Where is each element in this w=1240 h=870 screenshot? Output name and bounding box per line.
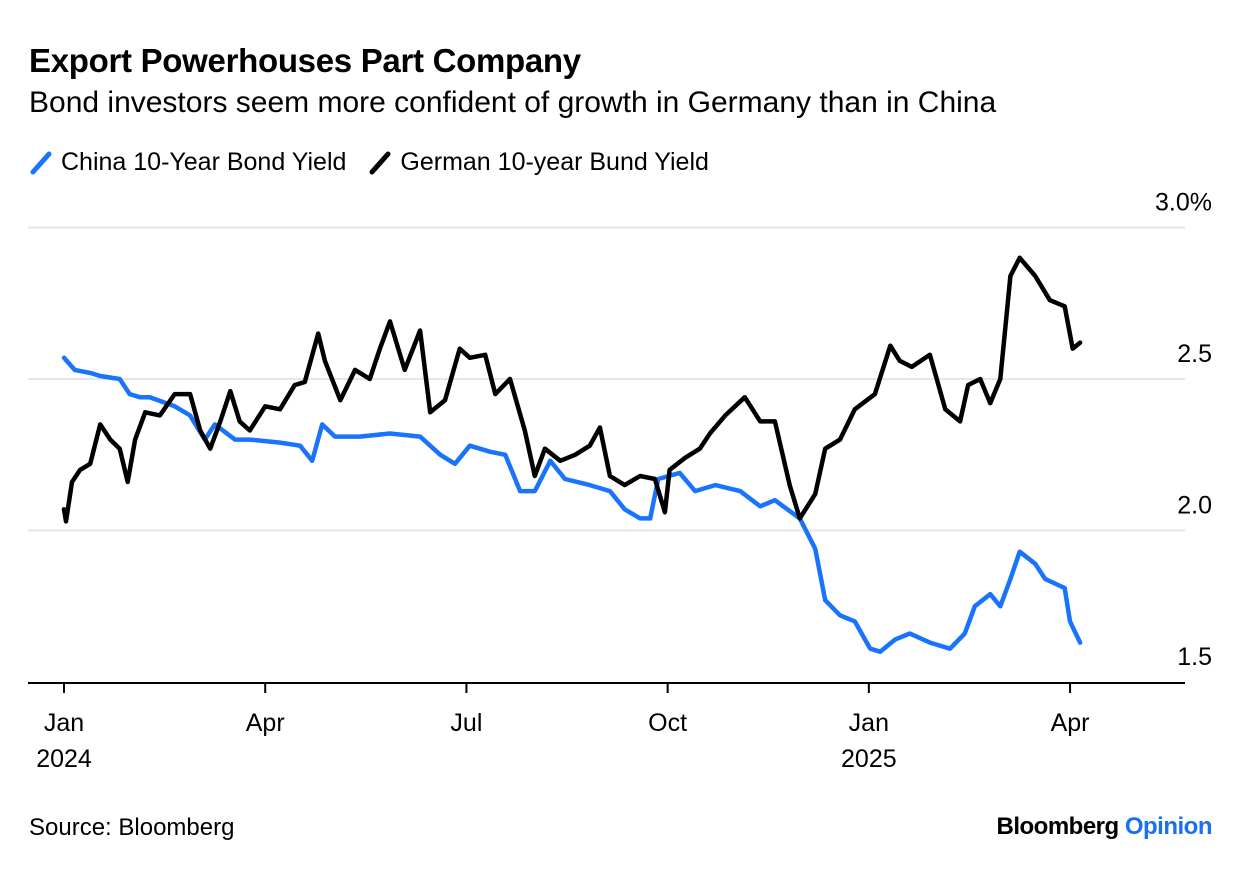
legend-label-china: China 10-Year Bond Yield (61, 148, 347, 176)
chart-title: Export Powerhouses Part Company (29, 42, 581, 79)
x-tick-label: Jan (44, 709, 84, 737)
legend-swatch-germany-icon (369, 151, 391, 174)
legend-label-germany: German 10-year Bund Yield (400, 148, 709, 176)
source-note: Source: Bloomberg (29, 814, 235, 841)
logo-brand: Bloomberg (996, 813, 1120, 840)
bloomberg-opinion-logo: Bloomberg Opinion (997, 813, 1213, 841)
x-tick-label: Apr (1051, 709, 1090, 737)
x-tick-label: Jul (450, 709, 482, 737)
legend-swatch-china-icon (30, 151, 52, 174)
x-tick-year-label: 2024 (36, 745, 92, 773)
legend: China 10-Year Bond Yield German 10-year … (29, 148, 717, 177)
y-tick-label: 2.0 (1177, 492, 1212, 520)
y-tick-label: 2.5 (1177, 340, 1212, 368)
logo-product: Opinion (1124, 813, 1213, 840)
x-tick-year-label: 2025 (841, 745, 897, 773)
series-line-china (61, 355, 1083, 654)
x-tick-label: Apr (246, 709, 285, 737)
legend-item-china: China 10-Year Bond Yield (29, 148, 346, 177)
chart-subtitle: Bond investors seem more confident of gr… (29, 86, 997, 119)
x-tick-label: Jan (849, 709, 889, 737)
series-line-germany (61, 255, 1083, 524)
x-tick-label: Oct (648, 709, 687, 737)
y-tick-label: 3.0% (1155, 189, 1212, 217)
y-tick-label: 1.5 (1177, 643, 1212, 671)
legend-item-germany: German 10-year Bund Yield (368, 148, 709, 177)
